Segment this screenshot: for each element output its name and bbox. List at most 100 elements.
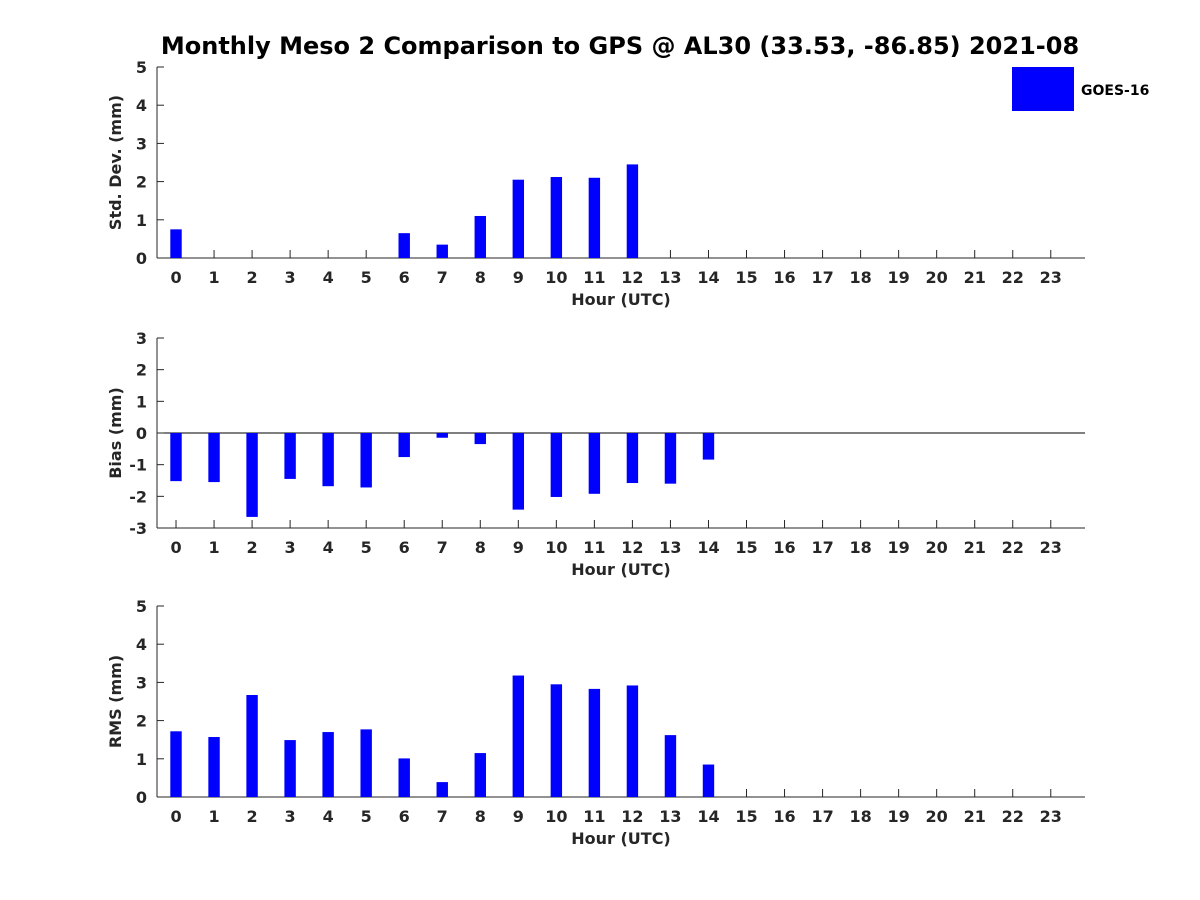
bar-hour-1 xyxy=(208,433,220,483)
bar-hour-1 xyxy=(208,737,220,797)
x-tick-label: 13 xyxy=(659,807,681,826)
x-tick-label: 20 xyxy=(926,807,948,826)
x-tick-label: 15 xyxy=(735,268,757,287)
y-axis-label: Bias (mm) xyxy=(106,387,125,479)
bar-hour-9 xyxy=(512,179,525,258)
y-tick-label: 1 xyxy=(136,750,147,769)
y-tick-label: 0 xyxy=(136,424,147,443)
x-tick-label: 17 xyxy=(811,268,833,287)
bar-hour-6 xyxy=(398,233,410,258)
bar-hour-11 xyxy=(588,177,601,258)
x-tick-label: 14 xyxy=(697,268,719,287)
bar-hour-6 xyxy=(398,433,410,458)
x-tick-label: 18 xyxy=(849,268,871,287)
x-tick-label: 23 xyxy=(1040,268,1062,287)
x-tick-label: 22 xyxy=(1002,807,1024,826)
y-tick-label: 1 xyxy=(136,392,147,411)
x-tick-label: 18 xyxy=(849,807,871,826)
x-tick-label: 21 xyxy=(964,807,986,826)
bar-hour-7 xyxy=(436,433,448,438)
y-tick-label: 0 xyxy=(136,788,147,807)
x-tick-label: 4 xyxy=(323,268,334,287)
bar-hour-0 xyxy=(170,433,182,482)
y-tick-label: 5 xyxy=(136,58,147,77)
x-tick-label: 22 xyxy=(1002,538,1024,557)
x-tick-label: 13 xyxy=(659,538,681,557)
bar-hour-8 xyxy=(474,753,486,797)
x-tick-label: 0 xyxy=(170,807,181,826)
x-tick-label: 6 xyxy=(399,268,410,287)
y-tick-label: 2 xyxy=(136,173,147,192)
bar-hour-6 xyxy=(398,758,410,797)
x-tick-label: 15 xyxy=(735,538,757,557)
x-tick-label: 19 xyxy=(888,807,910,826)
bar-hour-13 xyxy=(664,735,677,797)
bar-hour-10 xyxy=(550,177,563,258)
x-tick-label: 8 xyxy=(475,807,486,826)
x-tick-label: 19 xyxy=(888,268,910,287)
bar-hour-5 xyxy=(360,433,372,488)
x-tick-label: 12 xyxy=(621,268,643,287)
x-axis-label: Hour (UTC) xyxy=(571,560,671,579)
x-tick-label: 7 xyxy=(437,538,448,557)
x-tick-label: 12 xyxy=(621,538,643,557)
bar-hour-2 xyxy=(246,695,258,797)
x-tick-label: 20 xyxy=(926,538,948,557)
x-tick-label: 11 xyxy=(583,268,605,287)
x-tick-label: 10 xyxy=(545,268,567,287)
y-axis-label: RMS (mm) xyxy=(106,655,125,748)
y-tick-label: 4 xyxy=(136,96,147,115)
x-tick-label: 3 xyxy=(285,268,296,287)
x-tick-label: 17 xyxy=(811,538,833,557)
bar-hour-4 xyxy=(322,732,334,797)
x-tick-label: 8 xyxy=(475,538,486,557)
x-tick-label: 21 xyxy=(964,538,986,557)
x-tick-label: 9 xyxy=(513,807,524,826)
bar-hour-9 xyxy=(512,433,525,510)
x-tick-label: 14 xyxy=(697,538,719,557)
legend-label: GOES-16 xyxy=(1081,83,1149,99)
bar-hour-11 xyxy=(588,433,601,494)
x-tick-label: 0 xyxy=(170,268,181,287)
x-tick-label: 17 xyxy=(811,807,833,826)
y-tick-label: -1 xyxy=(129,456,147,475)
x-tick-label: 7 xyxy=(437,807,448,826)
y-tick-label: -3 xyxy=(129,519,147,538)
bar-hour-7 xyxy=(436,244,448,258)
x-tick-label: 8 xyxy=(475,268,486,287)
x-tick-label: 1 xyxy=(208,268,219,287)
bar-hour-8 xyxy=(474,433,486,445)
y-tick-label: 2 xyxy=(136,712,147,731)
x-tick-label: 4 xyxy=(323,538,334,557)
x-tick-label: 10 xyxy=(545,807,567,826)
bar-hour-5 xyxy=(360,729,372,797)
legend-swatch xyxy=(1012,67,1074,111)
y-tick-label: 3 xyxy=(136,134,147,153)
bar-hour-12 xyxy=(626,685,639,797)
bar-hour-8 xyxy=(474,215,486,258)
bar-hour-12 xyxy=(626,164,639,258)
x-tick-label: 9 xyxy=(513,538,524,557)
bar-hour-11 xyxy=(588,688,601,797)
bar-hour-0 xyxy=(170,731,182,797)
bar-hour-12 xyxy=(626,433,639,484)
bar-hour-2 xyxy=(246,433,258,517)
bar-hour-3 xyxy=(284,740,296,797)
x-axis-label: Hour (UTC) xyxy=(571,290,671,309)
y-tick-label: 0 xyxy=(136,249,147,268)
bar-hour-7 xyxy=(436,782,448,797)
x-tick-label: 6 xyxy=(399,538,410,557)
x-axis-label: Hour (UTC) xyxy=(571,829,671,848)
bar-hour-4 xyxy=(322,433,334,487)
x-tick-label: 5 xyxy=(361,807,372,826)
x-tick-label: 2 xyxy=(247,268,258,287)
y-tick-label: 4 xyxy=(136,635,147,654)
x-tick-label: 16 xyxy=(773,807,795,826)
x-tick-label: 5 xyxy=(361,268,372,287)
bar-hour-10 xyxy=(550,433,563,497)
x-tick-label: 0 xyxy=(170,538,181,557)
x-tick-label: 16 xyxy=(773,268,795,287)
bar-hour-10 xyxy=(550,684,563,797)
